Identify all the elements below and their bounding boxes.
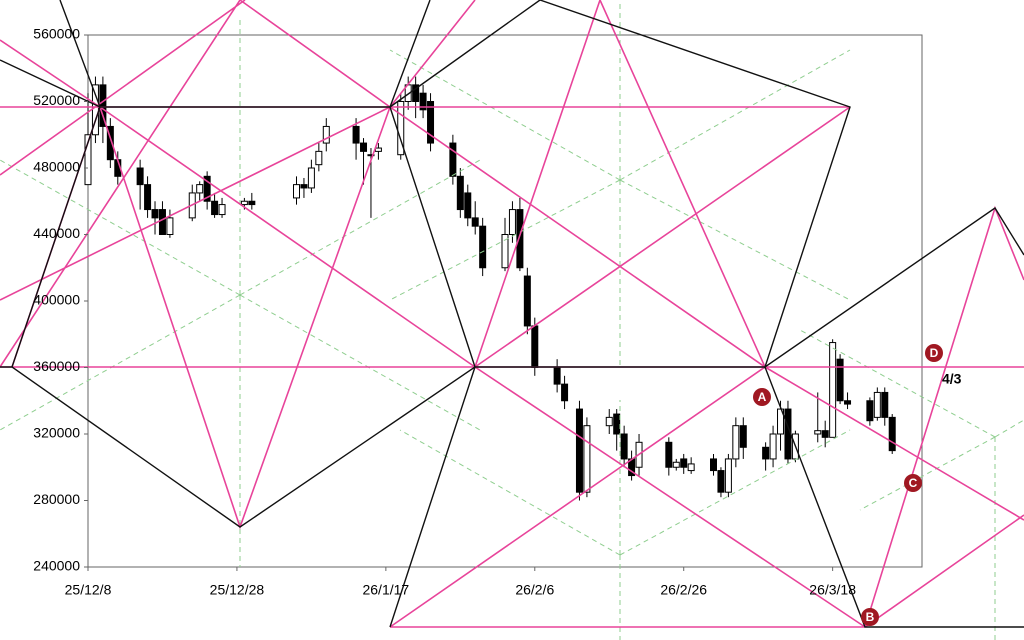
annotation-label: B	[866, 610, 875, 624]
candle-body	[575, 408, 583, 493]
candle-body	[724, 458, 732, 493]
candle-body	[322, 125, 330, 144]
candle-body	[501, 234, 509, 269]
candle-body	[300, 184, 308, 189]
candle-body	[352, 125, 360, 144]
plot-frame	[87, 34, 923, 568]
y-tick-label: 240000	[33, 558, 80, 574]
candle-body	[218, 204, 226, 216]
x-tick-label: 26/2/6	[515, 582, 554, 598]
x-tick-label: 25/12/8	[65, 582, 112, 598]
candle-body	[464, 192, 472, 219]
candle-body	[293, 184, 300, 199]
candle-body	[315, 150, 323, 166]
candle-body	[672, 461, 680, 468]
candle-body	[583, 425, 591, 493]
candle-body	[665, 441, 673, 468]
candle-body	[620, 433, 628, 460]
candle-body	[367, 154, 375, 157]
candle-body	[166, 217, 174, 235]
candle-body	[553, 367, 561, 385]
x-tick-label: 26/3/18	[809, 582, 856, 598]
candle-body	[471, 217, 479, 227]
annotation-marker	[904, 474, 922, 492]
annotation-marker	[861, 608, 879, 626]
annotation-label: A	[758, 390, 767, 404]
candle-body	[158, 209, 166, 235]
candle-body	[836, 358, 844, 402]
y-tick-label: 560000	[33, 26, 80, 42]
candle-body	[844, 400, 852, 405]
candle-body	[479, 225, 487, 269]
candle-body	[613, 413, 621, 435]
candle-body	[821, 430, 829, 438]
candle-body	[561, 383, 569, 402]
y-tick-label: 280000	[33, 491, 80, 507]
candle-body	[397, 101, 405, 156]
candle-body	[419, 92, 427, 111]
candle-body	[881, 391, 889, 418]
candle-body	[710, 458, 717, 472]
candle-body	[360, 142, 368, 152]
candle-body	[516, 209, 524, 269]
x-tick-label: 25/12/28	[210, 582, 265, 598]
candle-body	[248, 200, 256, 206]
annotation-label: D	[930, 346, 939, 360]
y-tick-label: 440000	[33, 225, 80, 241]
annotation-marker	[925, 344, 943, 362]
candle-body	[680, 458, 688, 468]
candle-body	[203, 175, 211, 202]
candle-body	[829, 342, 837, 438]
candle-body	[240, 200, 248, 206]
y-tick-label: 360000	[33, 358, 80, 374]
candle-body	[605, 416, 613, 427]
y-tick-label: 480000	[33, 159, 80, 175]
y-tick-label: 320000	[33, 425, 80, 441]
candle-body	[456, 175, 464, 211]
annotation-marker	[753, 388, 771, 406]
y-tick-label: 400000	[33, 292, 80, 308]
candle-body	[732, 425, 740, 460]
candle-body	[717, 470, 725, 493]
candle-body	[508, 209, 516, 235]
candle-body	[531, 325, 539, 368]
y-tick-label: 520000	[33, 92, 80, 108]
candle-body	[814, 430, 822, 435]
candle-body	[873, 391, 881, 418]
candle-body	[144, 184, 152, 211]
annotation-label: C	[909, 476, 918, 490]
candle-body	[739, 425, 747, 448]
candle-body	[307, 167, 315, 189]
candle-body	[211, 200, 219, 216]
candle-body	[136, 167, 144, 186]
candle-body	[374, 147, 382, 152]
candle-body	[106, 125, 114, 161]
candle-body	[427, 101, 435, 144]
candle-body	[196, 184, 204, 194]
candle-body	[888, 416, 896, 452]
x-tick-label: 26/1/17	[362, 582, 409, 598]
candle-body	[866, 400, 874, 422]
candle-body	[769, 433, 777, 460]
annotation-label: 4/3	[942, 371, 962, 387]
candle-body	[762, 446, 770, 460]
candle-body	[523, 275, 531, 327]
candle-body	[84, 134, 92, 186]
candle-body	[687, 463, 695, 472]
candle-body	[412, 84, 420, 102]
candle-body	[449, 142, 457, 177]
x-tick-label: 26/2/26	[660, 582, 707, 598]
candle-body	[151, 209, 159, 219]
